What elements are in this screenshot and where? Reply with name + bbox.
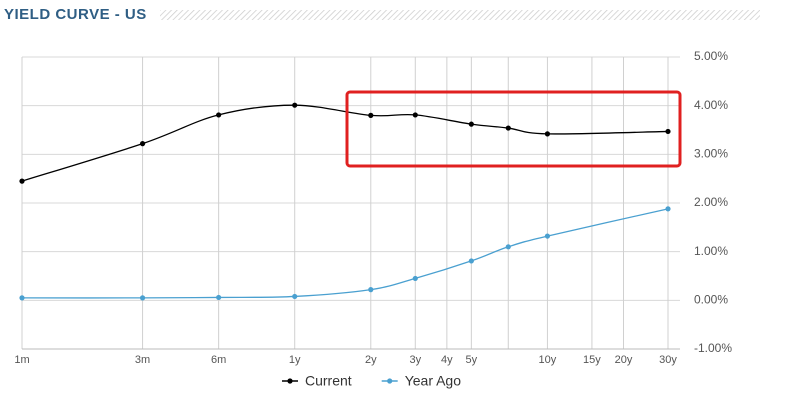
data-point	[665, 206, 671, 212]
data-point	[665, 128, 671, 135]
x-tick-label: 1m	[14, 354, 29, 366]
x-tick-label: 5y	[466, 354, 478, 366]
data-point	[292, 102, 298, 108]
x-tick-label: 20y	[615, 354, 633, 366]
x-tick-label: 6m	[211, 354, 226, 366]
data-point	[544, 131, 551, 137]
data-point	[412, 275, 418, 282]
data-point	[216, 294, 222, 301]
chart-title: YIELD CURVE - US	[4, 6, 147, 23]
y-tick-label: 5.00%	[694, 49, 728, 63]
x-tick-label: 2y	[365, 354, 377, 366]
data-point	[139, 141, 146, 147]
y-tick-label: 0.00%	[694, 293, 728, 307]
y-tick-label: 3.00%	[694, 147, 728, 161]
legend: Current Year Ago	[282, 373, 461, 389]
x-tick-label: 15y	[583, 354, 601, 366]
data-point	[368, 287, 374, 293]
data-point	[216, 112, 222, 118]
y-tick-label: -1.00%	[694, 341, 732, 355]
data-point	[139, 295, 146, 301]
data-point	[412, 112, 418, 118]
y-tick-label: 4.00%	[694, 98, 728, 112]
x-tick-label: 3y	[409, 354, 421, 366]
data-point	[505, 244, 511, 250]
highlight-box	[345, 90, 682, 168]
data-point	[468, 258, 474, 264]
y-tick-label: 2.00%	[694, 195, 728, 209]
x-tick-label: 1y	[289, 354, 301, 366]
grid: -1.00% 0.00% 1.00% 2.00% 3.00% 4.00% 5.00% 1m 3m…	[14, 49, 732, 366]
series-line	[21, 104, 669, 182]
legend-item[interactable]: Year Ago	[381, 373, 462, 389]
legend-marker	[287, 378, 293, 384]
legend-label: Year Ago	[405, 373, 462, 389]
x-tick-label: 30y	[659, 354, 677, 366]
data-point	[19, 178, 25, 184]
data-point	[368, 112, 374, 118]
series-line	[21, 208, 669, 299]
data-point	[19, 295, 25, 301]
legend-item[interactable]: Current	[282, 373, 352, 389]
data-point	[292, 293, 298, 300]
y-tick-label: 1.00%	[694, 244, 728, 258]
plot	[19, 102, 671, 301]
x-tick-label: 10y	[539, 354, 557, 366]
data-point	[505, 125, 511, 131]
legend-label: Current	[305, 373, 352, 389]
x-tick-label: 4y	[441, 354, 453, 366]
x-tick-label: 3m	[135, 354, 150, 366]
data-point	[544, 233, 551, 239]
title-rule	[160, 10, 760, 20]
data-point	[468, 121, 474, 127]
legend-marker	[387, 378, 393, 384]
